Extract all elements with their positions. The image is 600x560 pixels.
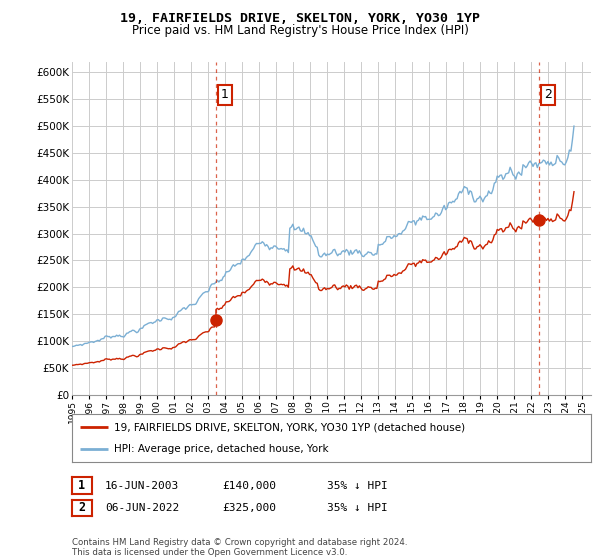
Text: 1: 1 [79,479,85,492]
Text: £140,000: £140,000 [222,480,276,491]
Text: 1: 1 [221,88,229,101]
Text: 19, FAIRFIELDS DRIVE, SKELTON, YORK, YO30 1YP (detached house): 19, FAIRFIELDS DRIVE, SKELTON, YORK, YO3… [113,422,464,432]
Text: 2: 2 [544,88,552,101]
Text: 16-JUN-2003: 16-JUN-2003 [105,480,179,491]
Text: 35% ↓ HPI: 35% ↓ HPI [327,503,388,513]
Text: £325,000: £325,000 [222,503,276,513]
Text: 35% ↓ HPI: 35% ↓ HPI [327,480,388,491]
Text: Price paid vs. HM Land Registry's House Price Index (HPI): Price paid vs. HM Land Registry's House … [131,24,469,36]
Text: HPI: Average price, detached house, York: HPI: Average price, detached house, York [113,444,328,454]
Text: Contains HM Land Registry data © Crown copyright and database right 2024.
This d: Contains HM Land Registry data © Crown c… [72,538,407,557]
Text: 06-JUN-2022: 06-JUN-2022 [105,503,179,513]
Text: 2: 2 [79,501,85,515]
Text: 19, FAIRFIELDS DRIVE, SKELTON, YORK, YO30 1YP: 19, FAIRFIELDS DRIVE, SKELTON, YORK, YO3… [120,12,480,25]
